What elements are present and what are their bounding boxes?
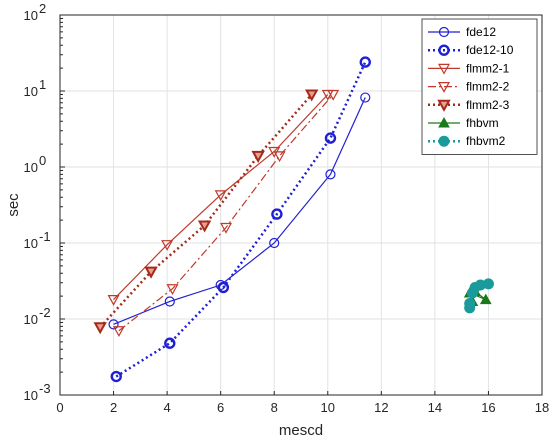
- data-point: [215, 279, 226, 291]
- data-point: [438, 44, 450, 56]
- x-axis-ticks: 0 2 4 6 8 10 12 14 16 18: [56, 391, 549, 415]
- data-point: [164, 337, 176, 349]
- series-7: [464, 278, 494, 314]
- series-line: [118, 94, 334, 332]
- series-5: [93, 89, 319, 335]
- legend-entry: flmm2-1: [428, 61, 510, 75]
- data-point: [269, 237, 280, 249]
- data-point: [110, 370, 122, 383]
- y-tick-exponent: -2: [39, 305, 51, 320]
- y-tick-exponent: 1: [39, 77, 46, 92]
- data-point: [324, 132, 337, 144]
- legend-label: fhbvm2: [466, 134, 506, 148]
- data-point: [164, 296, 175, 307]
- data-point: [108, 319, 119, 330]
- x-tick-label: 14: [428, 400, 442, 415]
- x-tick-label: 10: [321, 400, 335, 415]
- data-point: [214, 190, 227, 202]
- data-point: [93, 322, 107, 335]
- legend-label: fde12: [466, 25, 496, 39]
- data-point: [271, 208, 283, 220]
- legend: fde12 fde12-10 flmm2-1 flmm2-2 flmm2-3 fhbvm f…: [421, 18, 538, 155]
- x-tick-label: 2: [110, 400, 117, 415]
- data-point: [112, 326, 125, 338]
- data-point: [482, 278, 494, 290]
- data-point: [437, 81, 451, 93]
- legend-entry: fde12: [428, 25, 496, 39]
- data-point: [438, 26, 450, 38]
- data-point: [437, 63, 451, 75]
- series-line: [113, 97, 366, 325]
- data-point: [166, 284, 179, 295]
- x-tick-label: 18: [535, 400, 549, 415]
- legend-entry: fhbvm: [428, 116, 499, 130]
- y-tick-label: 10: [24, 84, 38, 99]
- y-tick-exponent: 2: [39, 1, 46, 16]
- series-line: [115, 61, 367, 378]
- series-group: [93, 56, 494, 383]
- y-tick-exponent: 0: [39, 153, 46, 168]
- y-axis-label: sec: [5, 193, 22, 217]
- x-tick-label: 12: [374, 400, 388, 415]
- data-point: [197, 220, 212, 233]
- legend-label: flmm2-2: [466, 80, 510, 94]
- y-tick-exponent: -1: [39, 229, 51, 244]
- legend-label: flmm2-3: [466, 98, 510, 112]
- y-tick-exponent: -3: [39, 381, 51, 396]
- data-point: [220, 222, 233, 234]
- x-axis-label: mescd: [279, 422, 323, 439]
- data-point: [464, 297, 476, 309]
- legend-label: fde12-10: [466, 43, 514, 57]
- data-point: [438, 116, 450, 128]
- y-tick-label: 10: [24, 312, 38, 327]
- series-line: [113, 94, 329, 301]
- legend-label: flmm2-1: [466, 61, 510, 75]
- legend-label: fhbvm: [466, 116, 499, 130]
- x-tick-label: 16: [481, 400, 495, 415]
- data-point: [107, 294, 120, 306]
- legend-entry: fde12-10: [428, 43, 514, 57]
- y-tick-label: 10: [24, 8, 38, 23]
- x-tick-label: 6: [217, 400, 224, 415]
- x-tick-label: 8: [271, 400, 278, 415]
- data-point: [438, 135, 450, 147]
- data-point: [161, 240, 174, 251]
- y-tick-label: 10: [24, 388, 38, 403]
- x-tick-label: 0: [56, 400, 63, 415]
- legend-entry: flmm2-2: [428, 80, 510, 94]
- data-point: [360, 92, 371, 103]
- data-point: [217, 281, 230, 294]
- series-1: [108, 92, 371, 330]
- legend-entry: flmm2-3: [428, 98, 510, 112]
- x-tick-label: 4: [163, 400, 170, 415]
- series-4: [112, 89, 340, 338]
- y-tick-label: 10: [24, 236, 38, 251]
- legend-entry: fhbvm2: [428, 134, 506, 148]
- data-point: [479, 293, 492, 305]
- data-point: [359, 56, 371, 68]
- data-point: [305, 89, 319, 102]
- plot-area: [59, 14, 543, 396]
- data-point: [325, 169, 336, 180]
- series-2: [110, 56, 371, 383]
- y-tick-label: 10: [24, 160, 38, 175]
- data-point: [469, 281, 481, 293]
- data-point: [251, 150, 265, 163]
- data-point: [144, 266, 158, 279]
- data-point: [437, 99, 451, 112]
- data-point: [273, 151, 286, 163]
- data-point: [327, 89, 340, 101]
